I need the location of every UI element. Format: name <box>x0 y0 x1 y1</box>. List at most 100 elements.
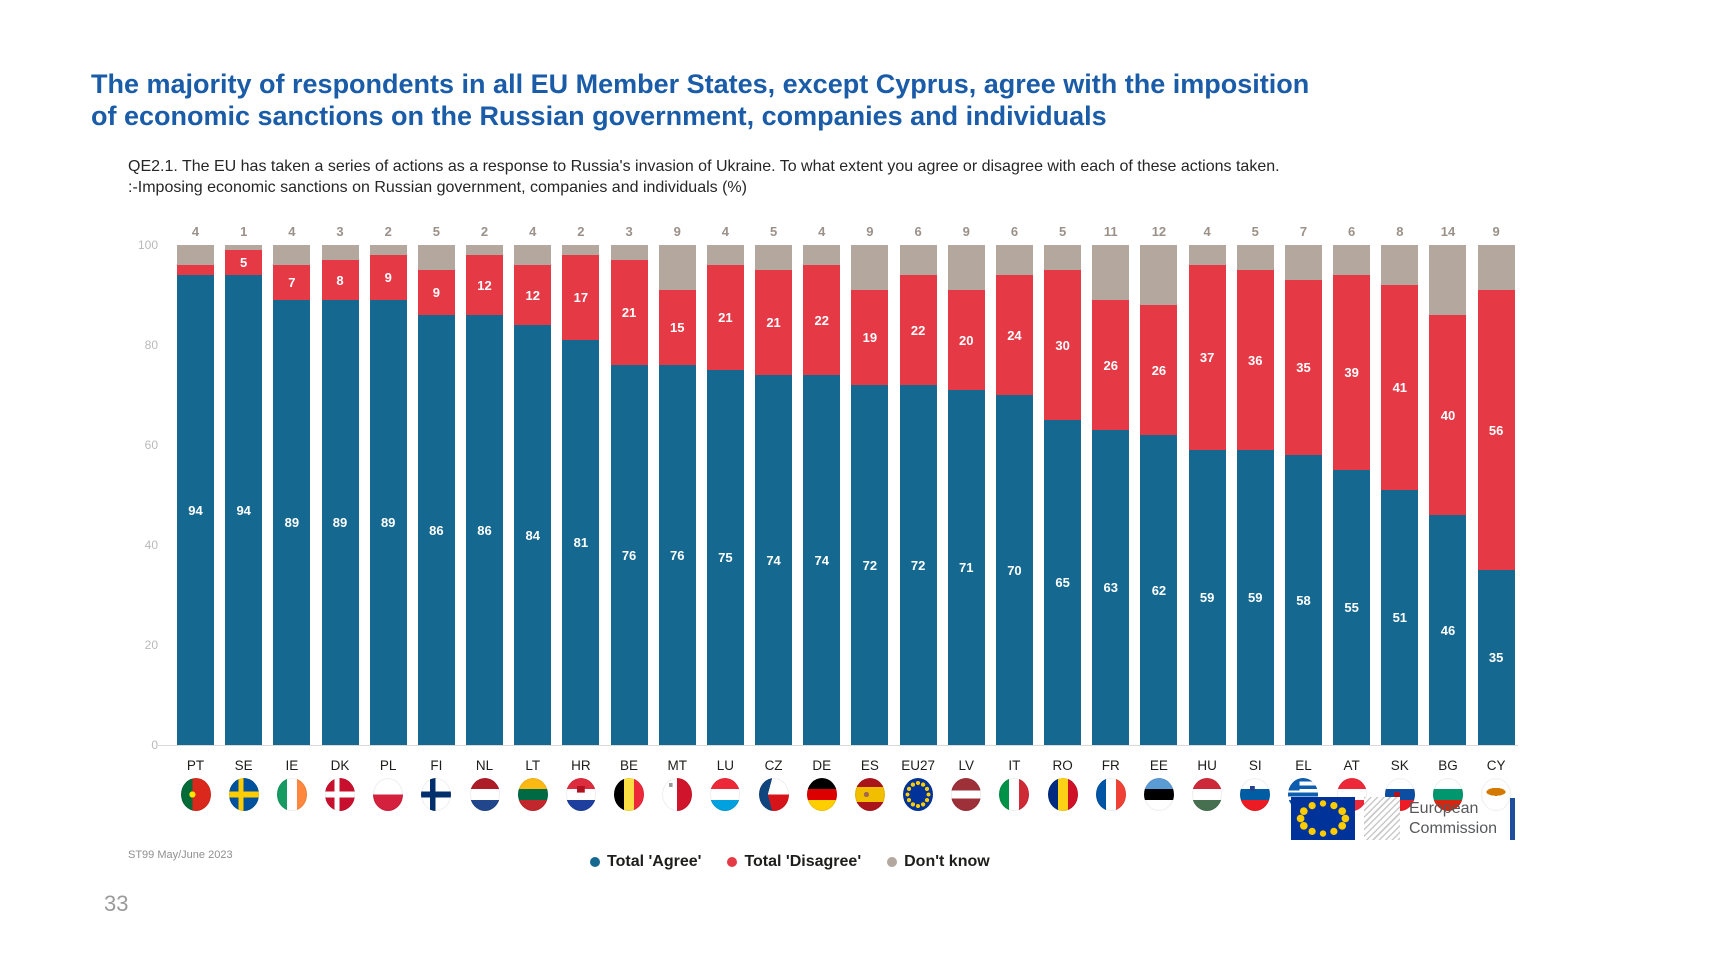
bar-segment <box>514 245 552 265</box>
bar-value-label: 76 <box>621 547 637 563</box>
chart-legend: Total 'Agree' Total 'Disagree' Don't know <box>590 853 990 871</box>
country-code-label: HU <box>1197 758 1217 773</box>
stacked-bar: 19 72 <box>851 245 889 745</box>
bar-column-es: 9 19 72 ES <box>851 224 889 811</box>
bar-value-label: 21 <box>718 310 733 325</box>
bar-value-label: 70 <box>1007 562 1022 578</box>
bar-segment: 5 <box>225 250 263 275</box>
country-code-label: LU <box>716 758 735 773</box>
dont-know-value-label: 4 <box>288 224 296 239</box>
flag-pl-icon <box>373 778 404 811</box>
stacked-bar: 21 75 <box>706 245 744 745</box>
bar-value-label: 24 <box>1007 327 1022 343</box>
stacked-bar: 94 <box>177 245 214 745</box>
bar-segment: 74 <box>755 375 793 745</box>
bar-value-label: 7 <box>288 275 296 290</box>
bar-value-label: 89 <box>332 515 348 530</box>
dont-know-value-label: 6 <box>1348 224 1356 239</box>
bar-segment <box>321 245 359 260</box>
stacked-bar: 9 86 <box>417 245 455 745</box>
bar-value-label: 15 <box>669 320 685 335</box>
bar-value-label: 26 <box>1151 362 1167 378</box>
flag-cz-icon <box>758 778 789 811</box>
bar-column-hu: 4 37 59 HU <box>1188 224 1226 811</box>
legend-dot-icon <box>727 857 738 867</box>
flag-fr-icon <box>1095 778 1126 811</box>
bar-segment: 9 <box>417 270 455 315</box>
bar-segment: 84 <box>514 325 552 745</box>
bar-value-label: 22 <box>814 312 829 328</box>
bar-segment <box>658 245 696 290</box>
stacked-bar: 21 76 <box>610 245 648 745</box>
dont-know-value-label: 9 <box>962 224 970 239</box>
bar-column-pl: 2 9 89 PL <box>369 224 407 811</box>
dont-know-value-label: 7 <box>1299 224 1308 239</box>
ec-logo-text-line1: European <box>1409 799 1479 817</box>
dont-know-value-label: 2 <box>384 224 392 239</box>
stacked-bar: 21 74 <box>755 245 793 745</box>
stacked-bar: 41 51 <box>1381 245 1419 745</box>
bar-value-label: 22 <box>910 322 926 338</box>
dont-know-value-label: 3 <box>336 224 344 239</box>
bar-value-label: 35 <box>1296 360 1311 375</box>
legend-dot-icon <box>590 857 600 867</box>
stacked-bar: 40 46 <box>1429 245 1467 745</box>
bar-column-lt: 4 12 84 LT <box>514 224 552 811</box>
dont-know-value-label: 9 <box>1492 224 1500 239</box>
bar-column-bg: 14 40 46 BG <box>1429 224 1467 811</box>
flag-bg-icon <box>1432 778 1463 811</box>
bar-column-it: 6 24 70 IT <box>995 224 1033 811</box>
bar-value-label: 21 <box>621 305 637 320</box>
flag-ie-icon <box>276 778 307 811</box>
bar-segment: 19 <box>851 290 889 385</box>
bar-segment: 22 <box>899 275 937 385</box>
legend-item: Don't know <box>887 853 990 871</box>
legend-label: Total 'Agree' <box>607 853 702 870</box>
country-code-label: EE <box>1149 758 1168 773</box>
bar-value-label: 5 <box>240 255 248 270</box>
legend-label: Total 'Disagree' <box>744 853 862 870</box>
bar-segment: 21 <box>610 260 648 365</box>
flag-lv-icon <box>951 778 982 811</box>
bar-value-label: 58 <box>1296 592 1311 608</box>
bar-segment: 59 <box>1236 450 1274 745</box>
stacked-bar: 7 89 <box>273 245 311 745</box>
bar-value-label: 94 <box>188 502 203 518</box>
bar-column-si: 5 36 59 SI <box>1236 224 1274 811</box>
flag-be-icon <box>614 778 645 811</box>
y-axis-tick-20: 20 <box>144 638 158 652</box>
dont-know-value-label: 9 <box>673 224 681 239</box>
country-code-label: AT <box>1343 758 1360 773</box>
bar-value-label: 89 <box>284 515 300 530</box>
bar-column-de: 4 22 74 DE <box>803 224 841 811</box>
chart-question: QE2.1. The EU has taken a series of acti… <box>128 156 1428 198</box>
bar-segment: 71 <box>947 390 985 745</box>
bar-segment <box>1236 245 1274 270</box>
legend-label: Don't know <box>904 853 990 870</box>
bar-column-cy: 9 56 35 CY <box>1477 224 1515 811</box>
dont-know-value-label: 8 <box>1396 224 1404 239</box>
bar-segment <box>369 245 407 255</box>
bar-value-label: 72 <box>910 557 926 573</box>
dont-know-value-label: 4 <box>191 224 200 239</box>
bar-segment <box>1477 245 1515 290</box>
bar-column-dk: 3 8 89 DK <box>321 224 359 811</box>
bar-segment: 9 <box>369 255 407 300</box>
country-code-label: HR <box>571 758 591 773</box>
dont-know-value-label: 4 <box>721 224 730 239</box>
bar-segment: 76 <box>610 365 648 745</box>
bar-segment: 72 <box>899 385 937 745</box>
bar-segment: 26 <box>1092 300 1130 430</box>
bar-value-label: 84 <box>525 527 540 543</box>
bar-segment: 55 <box>1333 470 1371 745</box>
stacked-bar: 12 84 <box>514 245 552 745</box>
bar-value-label: 74 <box>814 552 829 568</box>
bar-value-label: 72 <box>862 557 878 573</box>
stacked-bar: 5 94 <box>225 245 263 745</box>
bar-segment <box>803 245 841 265</box>
flag-lu-icon <box>710 778 741 811</box>
flag-cy-icon <box>1481 778 1512 811</box>
country-code-label: IT <box>1008 758 1021 773</box>
bar-segment <box>1429 245 1467 315</box>
bar-segment: 40 <box>1429 315 1467 515</box>
